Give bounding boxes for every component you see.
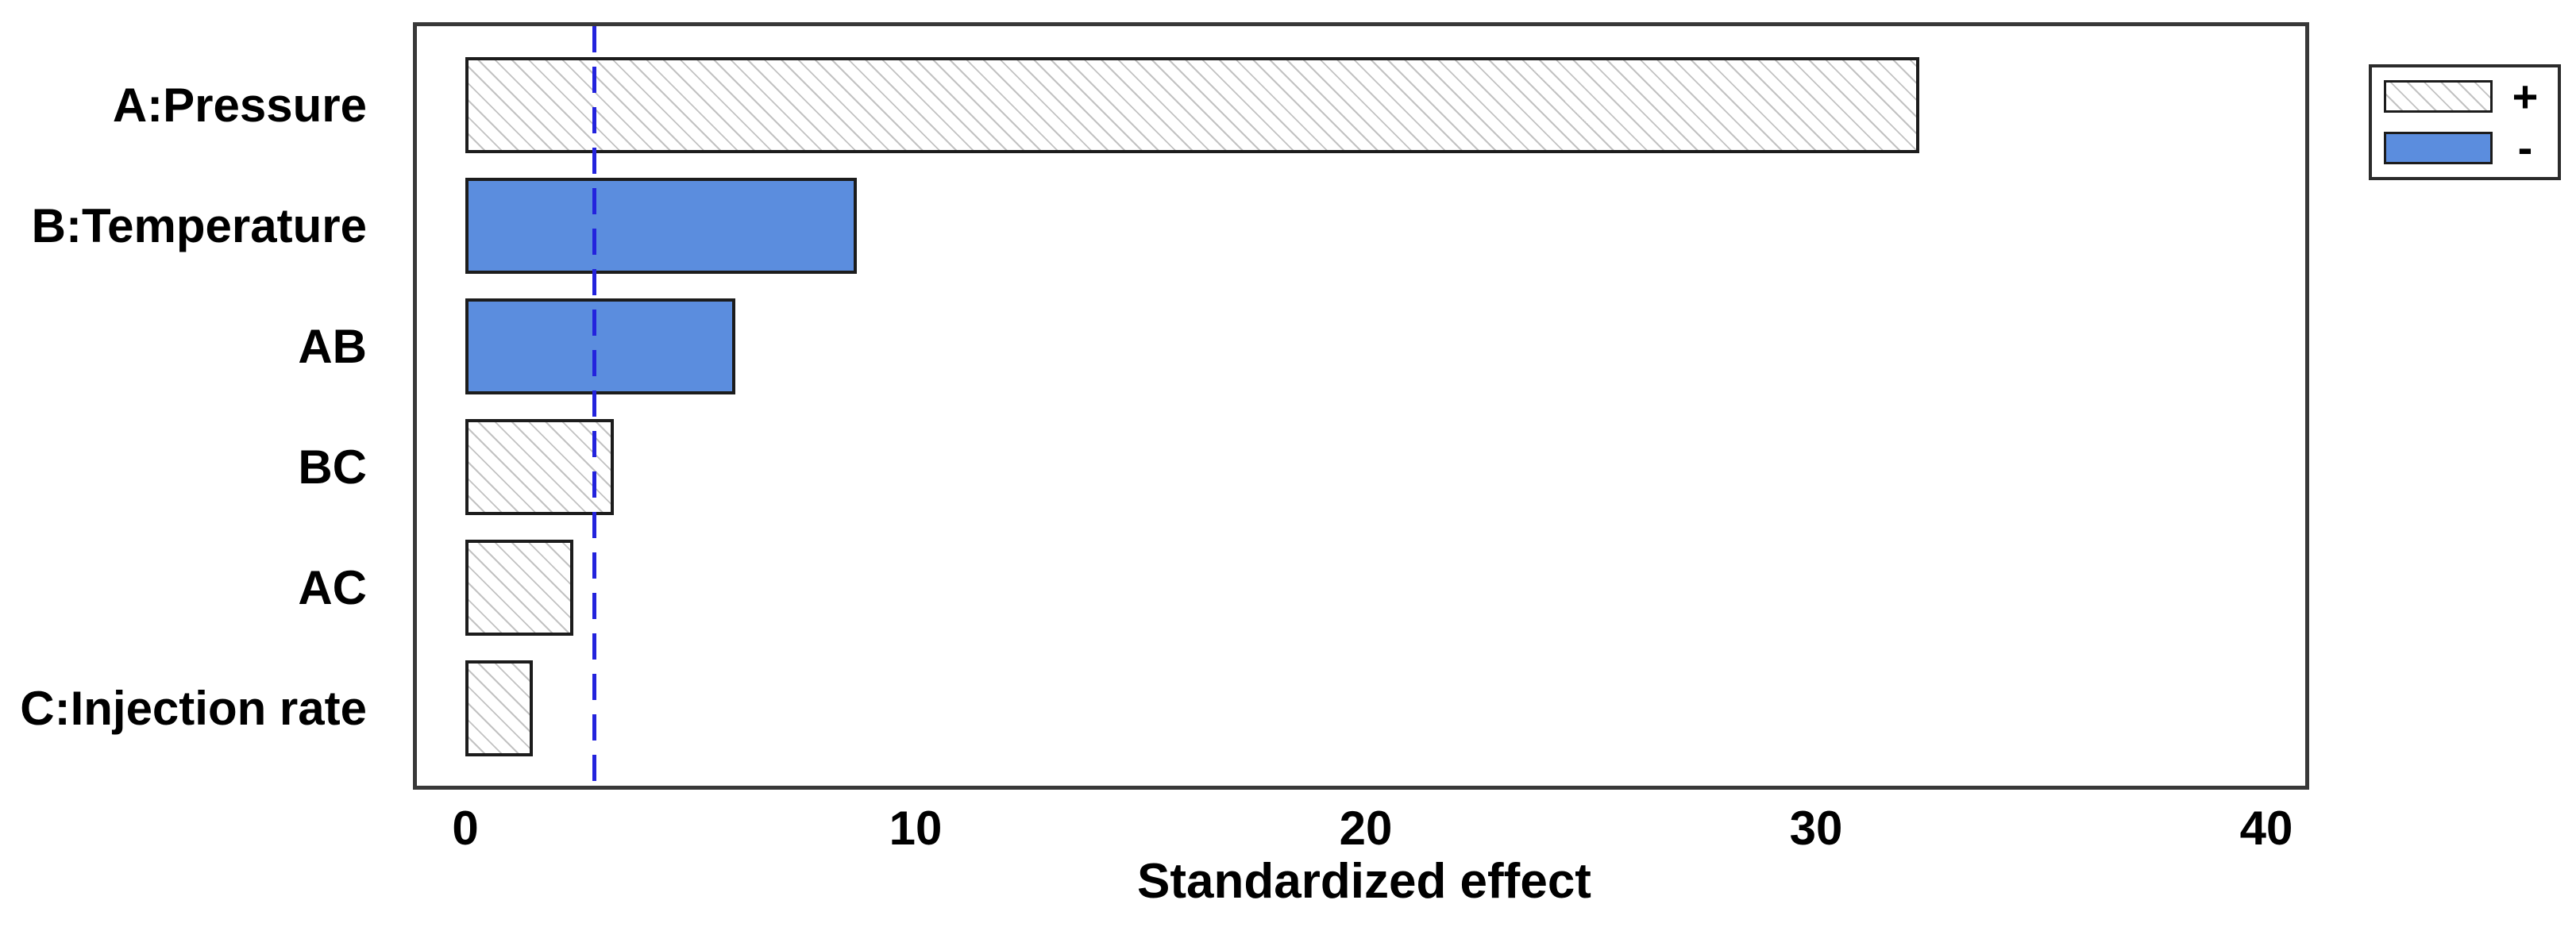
plot-inner [417, 26, 2305, 786]
x-axis-title: Standardized effect [1137, 854, 1591, 909]
legend-row-negative: - [2384, 125, 2558, 170]
legend-row-positive: + [2384, 71, 2558, 121]
legend: + - [2369, 64, 2561, 180]
legend-label-positive: + [2512, 71, 2539, 121]
significance-threshold-line [592, 26, 596, 786]
category-label-ab: AB [298, 319, 367, 373]
category-label-b-temperature: B:Temperature [31, 198, 367, 252]
bar-ab [465, 298, 735, 394]
x-tick-label-20: 20 [1339, 802, 1393, 855]
legend-label-negative: - [2517, 122, 2533, 173]
plot-area [413, 22, 2309, 790]
bar-bc [465, 419, 614, 515]
legend-swatch-negative [2384, 131, 2493, 164]
bar-c-injection-rate [465, 660, 533, 756]
category-label-bc: BC [298, 440, 367, 494]
x-tick-label-0: 0 [452, 802, 479, 855]
legend-swatch-positive [2384, 80, 2493, 113]
bar-a-pressure [465, 57, 1919, 153]
bar-ac [465, 540, 573, 636]
x-tick-label-30: 30 [1789, 802, 1843, 855]
category-label-c-injection-rate: C:Injection rate [20, 681, 367, 735]
x-tick-label-10: 10 [889, 802, 943, 855]
category-label-a-pressure: A:Pressure [112, 78, 367, 132]
x-tick-label-40: 40 [2239, 802, 2293, 855]
category-label-ac: AC [298, 560, 367, 614]
bar-b-temperature [465, 178, 857, 274]
